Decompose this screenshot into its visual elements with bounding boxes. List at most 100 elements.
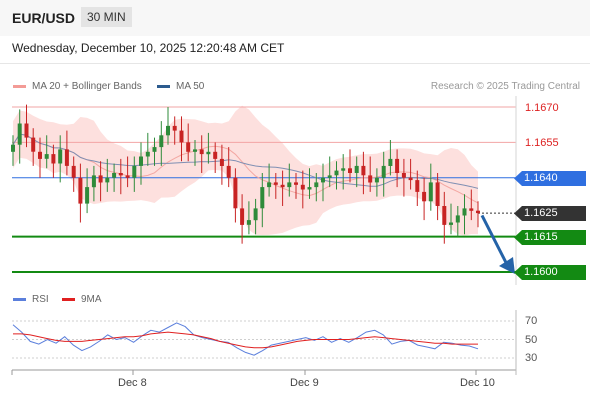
ma20-label: MA 20 + Bollinger Bands (32, 81, 142, 92)
candle-body (24, 123, 29, 138)
ma50-label: MA 50 (176, 81, 205, 92)
candle-body (381, 165, 386, 178)
candle-body (226, 165, 231, 178)
candle-body (85, 187, 90, 204)
ma20-line (12, 133, 479, 204)
rsi-line (12, 322, 479, 356)
header-divider (0, 63, 590, 64)
x-tick-dec8: Dec 8 (118, 377, 147, 389)
candle-body (213, 151, 218, 159)
candle-body (51, 154, 56, 164)
last-price-tag: 1.1625 (514, 206, 586, 221)
rsi-tick-30: 30 (525, 352, 538, 364)
forecast-arrow-shaft (480, 214, 508, 264)
candle-body (435, 182, 440, 206)
axes (11, 96, 517, 375)
candle-body (193, 149, 197, 152)
candle-body (152, 147, 157, 152)
timestamp: Wednesday, December 10, 2025 12:20:48 AM… (12, 41, 285, 55)
candle-body (341, 168, 346, 171)
candle-body (78, 177, 83, 204)
candle-body (287, 182, 292, 188)
bollinger-bands (13, 105, 478, 236)
candle-body (112, 173, 117, 178)
candle-body (118, 173, 123, 176)
bollinger-band-fill (13, 105, 478, 236)
candle-body (455, 215, 460, 223)
rsi-tick-50: 50 (525, 334, 538, 346)
candle-body (132, 165, 137, 178)
candle-body (388, 158, 393, 166)
candle-body (206, 151, 211, 155)
rsi-ma-line (13, 331, 478, 349)
chart-header: EUR/USD 30 MIN (0, 0, 590, 36)
candle-body (307, 187, 312, 190)
legend-rsi-ma: 9MA (62, 294, 102, 305)
rsi-swatch (13, 298, 26, 301)
candle-body (334, 170, 339, 176)
candle-body (415, 180, 420, 192)
candle-body (105, 177, 110, 183)
candle-body (361, 165, 366, 176)
forecast-arrow-head (499, 257, 515, 274)
candle-body (240, 208, 245, 225)
candle-body (476, 210, 480, 214)
candle-body (64, 149, 69, 166)
candle-body (17, 123, 22, 145)
rsi-tick-70: 70 (525, 315, 538, 327)
candle-body (368, 175, 373, 183)
candle-body (348, 168, 352, 173)
legend-ma50: MA 50 (157, 81, 204, 92)
rsi-label: RSI (32, 294, 49, 305)
candle-body (462, 208, 467, 216)
rsi-ma-label: 9MA (81, 294, 102, 305)
candle-body (98, 175, 103, 183)
candle-body (159, 135, 164, 148)
candle-body (300, 184, 305, 190)
candle-body (401, 173, 406, 178)
candle-body (186, 142, 191, 152)
candle-body (219, 158, 224, 166)
candle-body (294, 182, 298, 185)
ma50-line (12, 133, 479, 189)
resistance-1-label: 1.1655 (525, 137, 559, 149)
candle-body (145, 151, 150, 157)
candle-body (44, 154, 49, 159)
pivot-tag: 1.1640 (514, 171, 586, 186)
candle-body (38, 151, 42, 159)
candle-body (260, 187, 265, 209)
resistance-2-label: 1.1670 (525, 102, 559, 114)
candle-body (91, 175, 96, 188)
candle-body (139, 156, 143, 166)
candle-body (58, 149, 63, 164)
candle-body (11, 144, 15, 152)
candle-body (442, 206, 447, 225)
candle-body (408, 177, 413, 181)
candle-body (31, 137, 36, 152)
candle-body (280, 184, 285, 188)
candle-body (321, 177, 325, 183)
candle-body (422, 191, 427, 202)
candle-body (428, 182, 433, 202)
candlesticks (11, 104, 480, 244)
candle-body (199, 149, 204, 155)
candle-body (253, 208, 258, 221)
timeframe-button[interactable]: 30 MIN (81, 7, 132, 27)
legend-ma20: MA 20 + Bollinger Bands (13, 81, 142, 92)
ma50-swatch (157, 85, 170, 88)
credit-text: Research © 2025 Trading Central (430, 81, 580, 92)
candle-body (166, 125, 170, 136)
support-1-tag: 1.1615 (514, 230, 586, 245)
forecast-arrow (480, 214, 515, 274)
candle-body (179, 130, 184, 143)
candle-body (273, 182, 278, 185)
candle-body (354, 165, 359, 173)
candle-body (374, 177, 379, 183)
candle-body (233, 177, 238, 209)
candle-body (172, 125, 177, 131)
support-2-tag: 1.1600 (514, 265, 586, 280)
x-tick-dec9: Dec 9 (290, 377, 319, 389)
rsi-panel (12, 320, 516, 359)
candle-body (327, 175, 332, 178)
candle-body (71, 165, 76, 178)
